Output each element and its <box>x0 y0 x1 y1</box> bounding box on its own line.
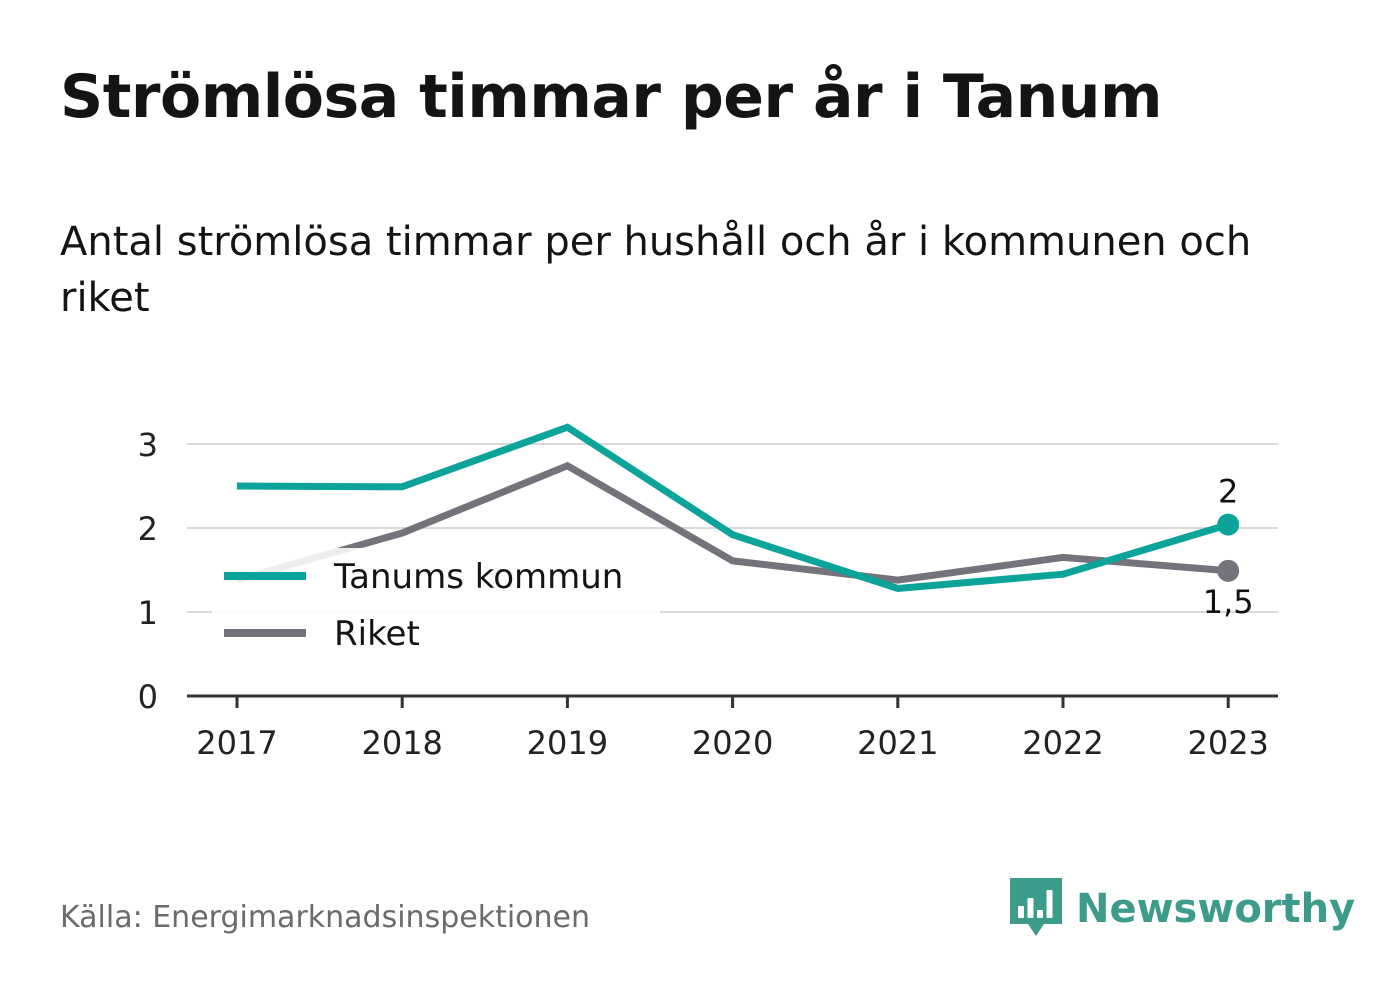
x-tick-label: 2023 <box>1187 724 1268 762</box>
series-end-point <box>1217 513 1240 536</box>
legend: Tanums kommun Riket <box>212 548 660 666</box>
y-tick-label: 0 <box>138 678 158 716</box>
legend-label-tanums-kommun: Tanums kommun <box>333 557 623 597</box>
series-line-riket <box>236 461 1229 584</box>
chart-title: Strömlösa timmar per år i Tanum <box>60 62 1163 132</box>
series-end-point <box>1217 559 1240 582</box>
brand-name: Newsworthy <box>1076 886 1356 932</box>
series: 21,5 <box>236 423 1254 621</box>
y-tick-label: 1 <box>138 594 158 632</box>
data-label-tanums-kommun: 2 <box>1218 473 1238 511</box>
x-tick-label: 2020 <box>692 724 773 762</box>
y-axis-ticks: 0 1 2 3 <box>138 426 158 716</box>
y-tick-label: 3 <box>138 426 158 464</box>
x-tick-label: 2021 <box>857 724 938 762</box>
series-line-tanums-kommun <box>236 423 1230 593</box>
legend-label-riket: Riket <box>334 614 420 654</box>
x-tick-label: 2017 <box>196 724 277 762</box>
newsworthy-bar-chart-icon <box>1010 878 1062 936</box>
chart-subtitle: Antal strömlösa timmar per hushåll och å… <box>60 219 1252 321</box>
y-tick-label: 2 <box>138 510 158 548</box>
source-note: Källa: Energimarknadsinspektionen <box>60 900 591 935</box>
data-label-riket: 1,5 <box>1203 583 1254 621</box>
x-tick-label: 2019 <box>527 724 608 762</box>
x-axis-ticks: 2017 2018 2019 2020 2021 2022 2023 <box>196 696 1269 762</box>
x-tick-label: 2018 <box>361 724 442 762</box>
x-tick-label: 2022 <box>1022 724 1103 762</box>
brand-logo: Newsworthy <box>1010 878 1355 940</box>
legend-background <box>212 548 660 666</box>
